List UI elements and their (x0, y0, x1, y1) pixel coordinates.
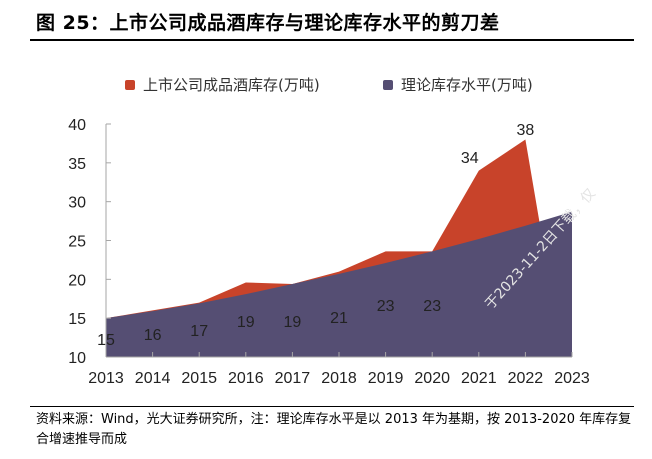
source-note: 资料来源：Wind，光大证券研究所，注：理论库存水平是以 2013 年为基期，按… (36, 412, 632, 447)
data-label: 19 (237, 314, 255, 331)
x-tick-label: 2023 (554, 370, 590, 387)
data-label: 38 (517, 122, 535, 139)
legend-item-listed-inventory: 上市公司成品酒库存(万吨) (125, 74, 320, 95)
source-divider (30, 406, 634, 407)
y-tick-label: 30 (68, 195, 86, 212)
data-label: 19 (284, 314, 302, 331)
title-divider (30, 39, 634, 41)
figure-title: 图 25：上市公司成品酒库存与理论库存水平的剪刀差 (36, 12, 500, 34)
legend-swatch-theoretical-inventory (383, 79, 393, 90)
y-tick-label: 20 (68, 272, 86, 289)
data-label: 15 (97, 332, 115, 349)
x-tick-label: 2014 (135, 370, 171, 387)
data-label: 16 (144, 327, 162, 344)
area-theoretical-inventory (106, 211, 572, 357)
y-tick-label: 40 (68, 117, 86, 134)
legend-label-listed-inventory: 上市公司成品酒库存(万吨) (143, 76, 320, 94)
x-tick-label: 2013 (88, 370, 124, 387)
chart-plot: 10 15 20 25 30 35 40 2013 2014 2015 2016 2017 2018 20… (68, 117, 590, 387)
y-tick-label: 25 (68, 234, 86, 251)
data-label: 21 (330, 310, 348, 327)
x-tick-label: 2021 (461, 370, 497, 387)
data-label: 34 (461, 150, 479, 167)
legend-swatch-listed-inventory (125, 79, 135, 90)
data-label: 23 (423, 298, 441, 315)
data-label: 17 (190, 323, 208, 340)
data-label: 23 (377, 298, 395, 315)
x-tick-label: 2015 (181, 370, 217, 387)
x-tick-label: 2018 (321, 370, 357, 387)
x-tick-label: 2017 (275, 370, 311, 387)
x-tick-label: 2019 (368, 370, 404, 387)
legend-item-theoretical-inventory: 理论库存水平(万吨) (383, 74, 533, 95)
legend-label-theoretical-inventory: 理论库存水平(万吨) (401, 76, 533, 94)
chart-legend: 上市公司成品酒库存(万吨) 理论库存水平(万吨) (0, 74, 652, 98)
y-tick-label: 15 (68, 311, 86, 328)
y-tick-label: 35 (68, 156, 86, 173)
x-tick-label: 2022 (508, 370, 544, 387)
y-tick-label: 10 (68, 350, 86, 367)
x-tick-label: 2020 (414, 370, 450, 387)
x-tick-label: 2016 (228, 370, 264, 387)
